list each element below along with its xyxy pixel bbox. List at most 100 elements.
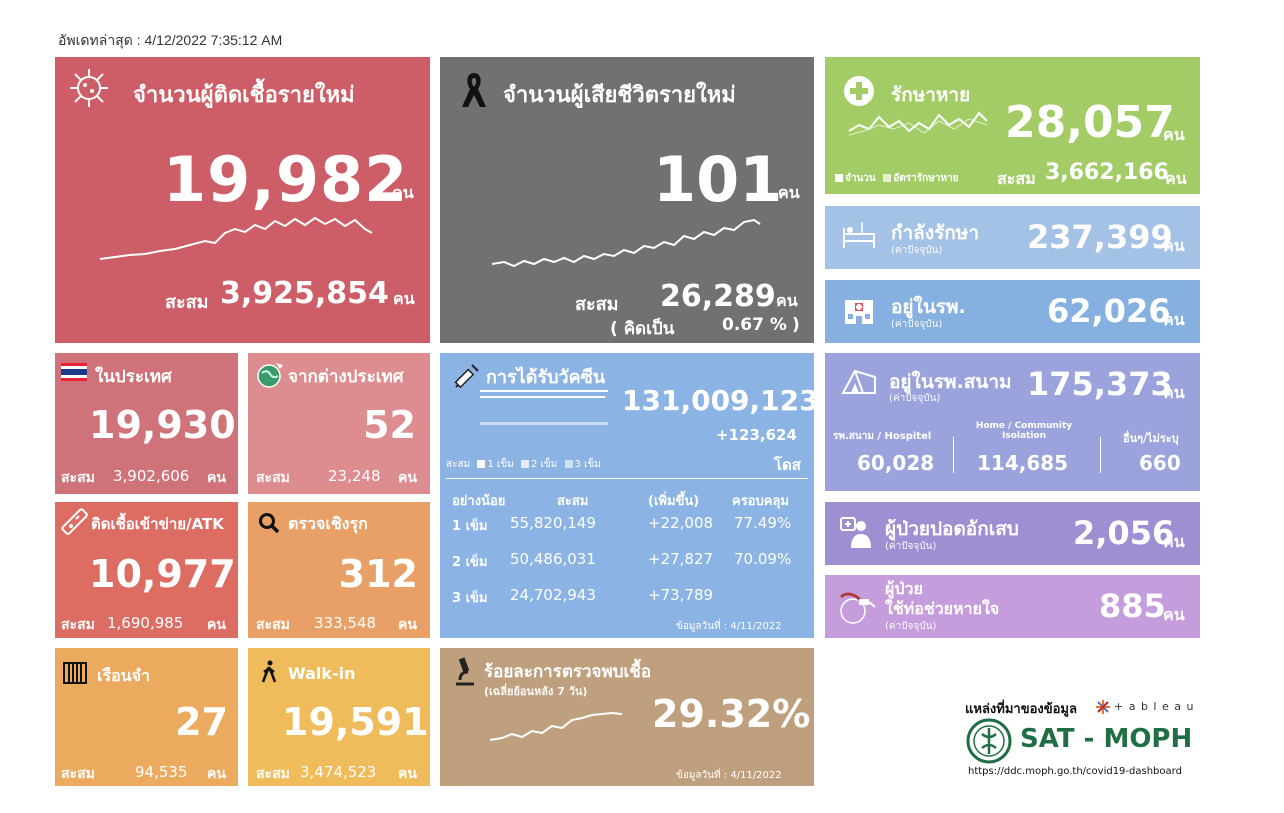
prison-cum-value: 94,535 — [135, 763, 188, 781]
proactive-cum-value: 333,548 — [314, 614, 377, 632]
death-rate-open: ( คิดเป็น — [610, 319, 675, 339]
vaccine-date: ข้อมูลวันที่ : 4/11/2022 — [676, 621, 782, 632]
new-deaths-card: จำนวนผู้เสียชีวิตรายใหม่ 101 คน สะสม 26,… — [440, 57, 814, 343]
vaccine-bar-1 — [480, 390, 608, 392]
ventilator-sub: (ค่าปัจจุบัน) — [885, 621, 937, 632]
new-deaths-cum-value: 26,289 — [660, 279, 776, 314]
new-deaths-unit: คน — [778, 183, 800, 202]
dose3-cum: 24,702,943 — [510, 586, 596, 604]
recovered-cum-value: 3,662,166 — [1045, 160, 1169, 185]
dose2-inc: +27,827 — [648, 550, 714, 568]
dose3-inc: +73,789 — [648, 586, 714, 604]
source-url[interactable]: https://ddc.moph.go.th/covid19-dashboard — [968, 766, 1182, 777]
dose1-swatch — [477, 460, 486, 468]
dose1-cov: 77.49% — [734, 514, 792, 532]
new-deaths-title: จำนวนผู้เสียชีวิตรายใหม่ — [503, 83, 736, 108]
positivity-value: 29.32% — [652, 692, 811, 736]
walkin-cum-value: 3,474,523 — [300, 763, 377, 781]
hospitel-value: 60,028 — [857, 451, 935, 475]
pneumonia-card: ผู้ป่วยปอดอักเสบ (ค่าปัจจุบัน) 2,056 คน — [825, 502, 1200, 565]
moph-logo-icon — [966, 718, 1012, 764]
vaccine-header-cum: สะสม — [557, 494, 589, 509]
positivity-title: ร้อยละการตรวจพบเชื้อ — [484, 662, 652, 682]
prison-bars-icon — [63, 662, 87, 684]
dose2-cum: 50,486,031 — [510, 550, 596, 568]
medical-cross-icon — [844, 76, 874, 106]
patient-icon — [840, 517, 871, 548]
proactive-value: 312 — [338, 552, 418, 596]
field-divider-1 — [953, 437, 954, 473]
recovered-cum-unit: คน — [1165, 169, 1187, 188]
ventilator-card: ผู้ป่วย ใช้ท่อช่วยหายใจ (ค่าปัจจุบัน) 88… — [825, 575, 1200, 638]
treating-unit: คน — [1163, 236, 1185, 255]
new-cases-card: จำนวนผู้ติดเชื้อรายใหม่ 19,982 คน สะสม 3… — [55, 57, 430, 343]
prison-card: เรือนจำ 27 สะสม 94,535 คน — [55, 648, 238, 786]
ventilator-title-line1: ผู้ป่วย — [885, 579, 923, 598]
treating-value: 237,399 — [1027, 218, 1173, 256]
new-cases-cum-label: สะสม — [165, 292, 209, 313]
proactive-title: ตรวจเชิงรุก — [288, 514, 368, 533]
prison-value: 27 — [175, 700, 228, 744]
vaccine-increase: +123,624 — [716, 426, 797, 444]
vaccine-divider — [446, 478, 808, 479]
walkin-cum-label: สะสม — [256, 766, 290, 782]
hospital-building-icon — [845, 300, 873, 324]
test-kit-icon — [61, 508, 88, 535]
walkin-cum-unit: คน — [398, 766, 417, 782]
new-deaths-trend-line — [491, 218, 761, 268]
new-deaths-cum-unit: คน — [776, 291, 798, 310]
dose2-cov: 70.09% — [734, 550, 792, 568]
abroad-card: จากต่างประเทศ 52 สะสม 23,248 คน — [248, 353, 430, 494]
new-cases-unit: คน — [392, 183, 414, 202]
vaccine-total: 131,009,123 — [622, 384, 814, 417]
vaccine-bar-3 — [480, 422, 608, 425]
pneumonia-unit: คน — [1163, 532, 1185, 551]
dose2-swatch — [520, 460, 529, 468]
recovered-title: รักษาหาย — [891, 84, 971, 106]
domestic-cum-value: 3,902,606 — [113, 467, 190, 485]
tent-icon — [841, 369, 876, 394]
recovered-cum-label: สะสม — [997, 169, 1036, 188]
field-divider-2 — [1100, 437, 1101, 473]
new-cases-trend-line — [99, 216, 373, 260]
proactive-cum-unit: คน — [398, 617, 417, 633]
sat-moph-title: SAT - MOPH — [1020, 724, 1193, 754]
isolation-value: 114,685 — [977, 451, 1069, 475]
abroad-cum-value: 23,248 — [328, 467, 381, 485]
tableau-logo-text: + a b l e a u — [1114, 700, 1195, 713]
treating-card: กำลังรักษา (ค่าปัจจุบัน) 237,399 คน — [825, 206, 1200, 269]
atk-cum-unit: คน — [207, 617, 226, 633]
new-cases-title: จำนวนผู้ติดเชื้อรายใหม่ — [133, 83, 355, 108]
other-value: 660 — [1139, 451, 1181, 475]
proactive-cum-label: สะสม — [256, 617, 290, 633]
ribbon-icon — [462, 73, 486, 107]
walking-person-icon — [261, 660, 277, 683]
dose3-label: 3 เข็ม — [452, 591, 488, 606]
dose2-legend: 2 เข็ม — [530, 459, 558, 470]
tableau-icon — [1096, 700, 1110, 714]
abroad-cum-unit: คน — [398, 470, 417, 486]
recovered-card: รักษาหาย 28,057 คน จำนวน อัตรารักษาหาย ส… — [825, 57, 1200, 194]
atk-card: ติดเชื้อเข้าข่าย/ATK 10,977 สะสม 1,690,9… — [55, 502, 238, 638]
atk-cum-value: 1,690,985 — [107, 614, 184, 632]
new-cases-value: 19,982 — [163, 143, 409, 216]
prison-cum-label: สะสม — [61, 766, 95, 782]
treating-title: กำลังรักษา — [891, 222, 979, 244]
ventilator-unit: คน — [1163, 605, 1185, 624]
domestic-value: 19,930 — [89, 403, 236, 447]
vaccine-legend-label: สะสม — [446, 459, 471, 470]
prison-cum-unit: คน — [207, 766, 226, 782]
vaccine-card: การได้รับวัคซีน 131,009,123 +123,624 สะส… — [440, 353, 814, 638]
legend-count-label: จำนวน — [845, 173, 876, 184]
other-label: อื่นๆ/ไม่ระบุ — [1123, 432, 1179, 445]
recovered-trend-line — [848, 111, 988, 136]
death-rate-value: 0.67 % — [722, 315, 787, 335]
proactive-card: ตรวจเชิงรุก 312 สะสม 333,548 คน — [248, 502, 430, 638]
legend-rate-label: อัตรารักษาหาย — [893, 173, 959, 184]
field-hospital-sub: (ค่าปัจจุบัน) — [889, 393, 941, 404]
syringe-icon — [454, 364, 479, 389]
hospital-card: อยู่ในรพ. (ค่าปัจจุบัน) 62,026 คน — [825, 280, 1200, 343]
walkin-title: Walk-in — [288, 664, 356, 683]
thai-flag-icon — [61, 363, 87, 381]
abroad-value: 52 — [363, 403, 416, 447]
